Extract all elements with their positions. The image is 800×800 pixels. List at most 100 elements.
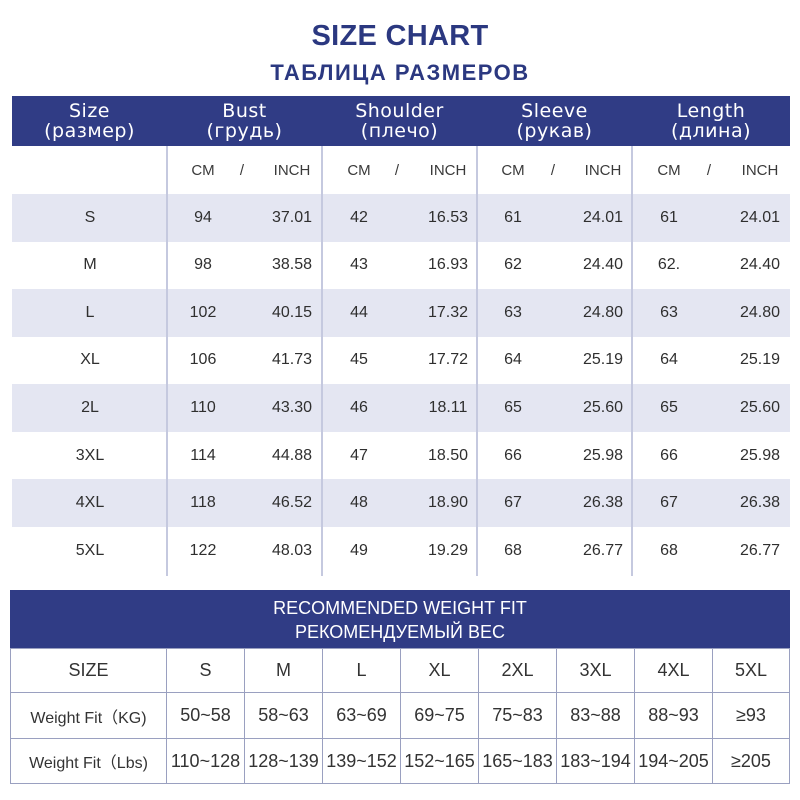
table-row: S 94 37.01 42 16.53 61 24.01 61 24.01 (12, 193, 790, 242)
bust-in-cell: 43.30 (271, 399, 313, 416)
unit-cm-label: CM (501, 161, 525, 179)
table-row: M 98 38.58 43 16.93 62 24.40 62. 24.40 (12, 241, 790, 289)
weight-kg-cell: 69~75 (401, 693, 479, 739)
column-divider (476, 146, 478, 576)
shoulder-in-cell: 16.53 (427, 208, 469, 226)
unit-inch-label: INCH (584, 161, 622, 179)
weight-kg-cell: 50~58 (167, 693, 245, 739)
sleeve-cm-cell: 65 (504, 399, 522, 416)
length-in-cell: 26.77 (739, 541, 781, 559)
length-in-cell: 25.19 (739, 351, 781, 369)
units-row: CM / INCH CM / INCH CM / INCH CM / INCH (12, 146, 790, 194)
table-row: 5XL 122 48.03 49 19.29 68 26.77 68 26.77 (12, 527, 790, 575)
bust-cm-cell: 118 (190, 494, 216, 512)
unit-separator: / (239, 161, 245, 179)
weight-kg-cell: 75~83 (479, 693, 557, 739)
weight-lbs-cell: 139~152 (323, 739, 401, 783)
size-cell: 3XL (557, 649, 635, 693)
shoulder-in-cell: 18.50 (427, 446, 469, 464)
length-cm-cell: 61 (660, 208, 678, 226)
weight-kg-cell: 88~93 (635, 693, 713, 739)
size-cell: 4XL (635, 649, 713, 693)
page-subtitle: ТАБЛИЦА РАЗМЕРОВ (270, 60, 530, 85)
column-divider (166, 146, 168, 576)
weight-lbs-cell: 165~183 (479, 739, 557, 783)
shoulder-cm-cell: 48 (350, 494, 368, 512)
sleeve-cm-cell: 67 (504, 494, 522, 512)
header-sleeve: Sleeve (рукав) (516, 100, 593, 142)
unit-inch-label: INCH (429, 161, 467, 179)
bust-cm-cell: 110 (190, 399, 216, 416)
bust-in-cell: 48.03 (271, 541, 313, 559)
size-cell: 3XL (75, 446, 105, 464)
sleeve-in-cell: 25.19 (582, 351, 624, 369)
shoulder-in-cell: 16.93 (427, 256, 469, 274)
weight-kg-label: Weight Fit（KG) (11, 693, 167, 739)
length-in-cell: 24.40 (739, 256, 781, 274)
header-shoulder: Shoulder (плечо) (355, 100, 444, 142)
sleeve-cm-cell: 61 (504, 208, 522, 226)
bust-in-cell: 40.15 (271, 303, 313, 321)
size-cell: S (167, 649, 245, 693)
size-cell: L (323, 649, 401, 693)
weight-table-header: RECOMMENDED WEIGHT FIT РЕКОМЕНДУЕМЫЙ ВЕС (10, 590, 790, 648)
bust-in-cell: 44.88 (271, 446, 313, 464)
length-in-cell: 25.98 (739, 446, 781, 464)
unit-cm-label: CM (347, 161, 371, 179)
length-cm-cell: 67 (660, 494, 678, 512)
length-cm-cell: 68 (660, 541, 678, 559)
weight-lbs-cell: 183~194 (557, 739, 635, 783)
header-length: Length (длина) (670, 100, 752, 142)
table-row: 3XL 114 44.88 47 18.50 66 25.98 66 25.98 (12, 432, 790, 480)
unit-inch-label: INCH (741, 161, 779, 179)
unit-cm-label: CM (657, 161, 681, 179)
weight-kg-cell: 83~88 (557, 693, 635, 739)
shoulder-cm-cell: 43 (350, 256, 368, 274)
shoulder-cm-cell: 42 (350, 208, 368, 226)
size-cell: XL (401, 649, 479, 693)
weight-lbs-cell: 152~165 (401, 739, 479, 783)
sleeve-cm-cell: 63 (504, 303, 522, 321)
unit-separator: / (394, 161, 400, 179)
size-cell: M (245, 649, 323, 693)
bust-in-cell: 37.01 (271, 208, 313, 226)
size-cell: S (84, 208, 96, 226)
bust-cm-cell: 122 (189, 541, 217, 559)
size-cell: 2XL (479, 649, 557, 693)
size-cell: XL (80, 351, 100, 369)
table-row: 4XL 118 46.52 48 18.90 67 26.38 67 26.38 (12, 479, 790, 528)
size-cell: 2L (81, 399, 99, 416)
shoulder-cm-cell: 44 (350, 303, 368, 321)
weight-table-grid: SIZE S M L XL 2XL 3XL 4XL 5XL Weight Fit（KG) 50~58… (10, 648, 790, 784)
shoulder-in-cell: 17.32 (427, 303, 469, 321)
bust-in-cell: 41.73 (271, 351, 313, 369)
header-bust: Bust (грудь) (206, 100, 283, 142)
sleeve-cm-cell: 66 (504, 446, 522, 464)
length-in-cell: 26.38 (739, 494, 781, 512)
length-cm-cell: 63 (660, 303, 678, 321)
shoulder-cm-cell: 47 (350, 446, 368, 464)
header-size: Size (размер) (44, 100, 135, 142)
column-divider (321, 146, 323, 576)
shoulder-cm-cell: 45 (350, 351, 368, 369)
shoulder-in-cell: 18.11 (428, 399, 468, 416)
shoulder-in-cell: 19.29 (427, 541, 469, 559)
size-cell: 5XL (75, 541, 105, 559)
weight-kg-cell: ≥93 (713, 693, 789, 739)
size-cell: M (83, 256, 97, 274)
page-title: SIZE CHART (311, 20, 489, 52)
table-row: 2L 110 43.30 46 18.11 65 25.60 65 25.60 (12, 384, 790, 432)
size-cell: 5XL (713, 649, 789, 693)
unit-cm-label: CM (191, 161, 215, 179)
table-row: L 102 40.15 44 17.32 63 24.80 63 24.80 (12, 288, 790, 337)
shoulder-in-cell: 18.90 (427, 494, 469, 512)
length-in-cell: 24.80 (739, 303, 781, 321)
sleeve-in-cell: 24.40 (582, 256, 624, 274)
sleeve-cm-cell: 62 (504, 256, 522, 274)
unit-separator: / (706, 161, 712, 179)
size-cell: L (85, 303, 95, 321)
bust-cm-cell: 106 (189, 351, 217, 369)
weight-lbs-label: Weight Fit（Lbs) (11, 739, 167, 783)
weight-lbs-cell: 194~205 (635, 739, 713, 783)
size-cell: 4XL (75, 494, 105, 512)
